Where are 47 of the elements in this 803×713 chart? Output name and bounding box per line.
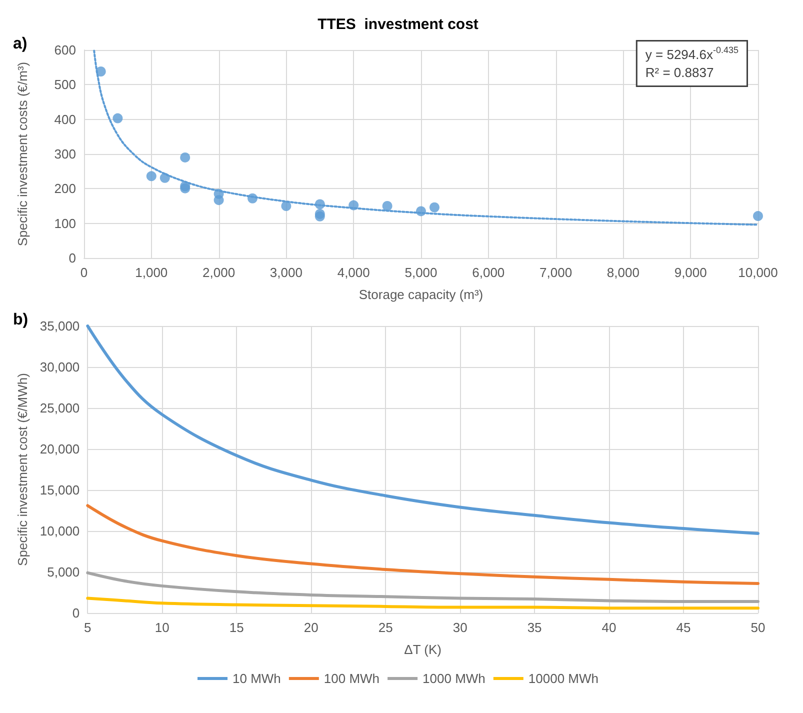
legend-label: 10 MWh [232, 671, 281, 686]
x-tick-label: 45 [676, 620, 691, 635]
y-tick-label: 15,000 [40, 482, 80, 498]
x-tick-label: 8,000 [606, 265, 640, 280]
y-tick-label: 300 [54, 146, 76, 162]
x-tick-label: 10,000 [738, 265, 778, 280]
x-tick-label: 10 [154, 620, 170, 635]
y-tick-label: 30,000 [40, 360, 80, 374]
text: a) [13, 36, 28, 52]
x-tick-label: 5,000 [404, 265, 438, 280]
y-tick-label: 500 [54, 77, 76, 92]
x-tick-label: 9,000 [674, 265, 707, 280]
y-tick-label: 400 [54, 112, 76, 127]
legend-label: 1000 MWh [422, 671, 486, 686]
y-tick-label: 10,000 [40, 524, 80, 538]
y-axis-title: Specific investment cost (€/MWh) [15, 373, 30, 566]
legend-label: 10000 MWh [528, 671, 598, 686]
x-tick-label: 3,000 [270, 265, 302, 280]
x-tick-label: 35 [527, 620, 542, 635]
y-tick-label: 600 [54, 42, 76, 58]
annotation: R² = 0.8837 [645, 65, 714, 80]
y-tick-label: 0 [72, 606, 80, 620]
y-tick-label: 35,000 [40, 318, 80, 334]
x-axis-title: ΔT (K) [404, 642, 442, 657]
x-tick-label: 4,000 [337, 265, 370, 280]
x-tick-label: 7,000 [540, 265, 572, 280]
x-tick-label: 50 [750, 620, 766, 635]
x-tick-label: 5 [84, 620, 92, 635]
text: b) [13, 312, 28, 328]
x-tick-label: 30 [452, 620, 468, 635]
x-tick-label: 2,000 [202, 265, 236, 280]
y-axis-title: Specific investment costs (€/m³) [15, 62, 30, 246]
x-tick-label: 1,000 [135, 265, 168, 280]
x-tick-label: 40 [602, 620, 616, 635]
y-tick-label: 200 [54, 181, 76, 196]
x-tick-label: 20 [304, 620, 318, 635]
x-tick-label: 25 [378, 620, 393, 635]
chart-title: TTES investment cost [318, 16, 478, 33]
x-tick-label: 15 [229, 620, 244, 635]
x-axis-title: Storage capacity (m³) [358, 287, 484, 302]
y-tick-label: 0 [68, 250, 76, 266]
y-tick-label: 100 [54, 216, 76, 231]
legend-label: 100 MWh [324, 671, 380, 686]
x-tick-label: 6,000 [472, 265, 505, 280]
y-tick-label: 20,000 [40, 442, 80, 456]
y-tick-label: 25,000 [40, 400, 80, 416]
y-tick-label: 5,000 [47, 564, 80, 580]
